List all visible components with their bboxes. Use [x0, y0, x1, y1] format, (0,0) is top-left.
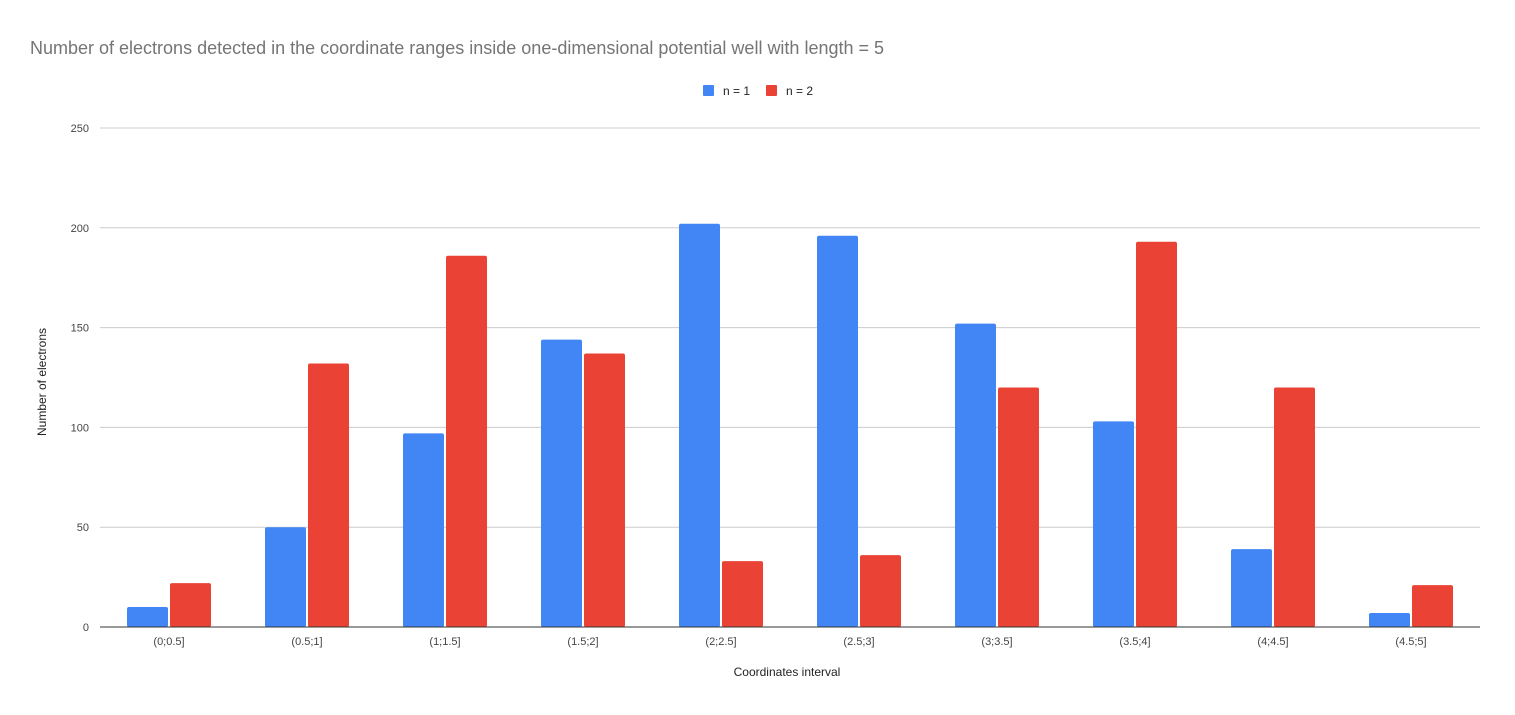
bar-n2 — [170, 583, 211, 627]
legend: n = 1 n = 2 — [703, 84, 813, 98]
bars — [127, 223, 1453, 628]
y-tick-label: 200 — [71, 223, 89, 235]
x-tick-label: (4;4.5] — [1257, 636, 1288, 648]
bar-n2 — [1274, 387, 1315, 627]
y-axis-ticks: 0 50 100 150 200 250 — [71, 123, 89, 634]
bar-n1 — [955, 323, 996, 627]
bar-n1 — [817, 235, 858, 627]
x-axis-ticks: (0;0.5] (0.5;1] (1;1.5] (1.5;2] (2;2.5] (2.5;… — [153, 636, 1426, 648]
y-tick-label: 100 — [71, 422, 89, 434]
bar-n1 — [1369, 613, 1410, 627]
y-tick-label: 50 — [77, 522, 89, 534]
chart-title: Number of electrons detected in the coor… — [30, 38, 884, 58]
y-tick-label: 250 — [71, 123, 89, 135]
legend-swatch-n2 — [766, 85, 777, 96]
bar-n1 — [1231, 549, 1272, 627]
bar-n2 — [584, 353, 625, 627]
bar-n1 — [403, 433, 444, 627]
bar-n1 — [1093, 421, 1134, 627]
x-tick-label: (3;3.5] — [981, 636, 1012, 648]
y-axis-title: Number of electrons — [35, 328, 49, 436]
bar-n2 — [860, 555, 901, 627]
x-tick-label: (0.5;1] — [291, 636, 322, 648]
x-tick-label: (3.5;4] — [1119, 636, 1150, 648]
x-axis-title: Coordinates interval — [734, 665, 841, 679]
legend-swatch-n1 — [703, 85, 714, 96]
bar-n1 — [265, 527, 306, 627]
y-tick-label: 150 — [71, 323, 89, 335]
bar-n1 — [679, 223, 720, 628]
x-tick-label: (4.5;5] — [1395, 636, 1426, 648]
y-tick-label: 0 — [83, 622, 89, 634]
bar-n1 — [127, 607, 168, 627]
x-tick-label: (1.5;2] — [567, 636, 598, 648]
gridlines — [100, 127, 1480, 528]
bar-n2 — [446, 255, 487, 627]
legend-label-n2: n = 2 — [786, 84, 813, 98]
x-tick-label: (2.5;3] — [843, 636, 874, 648]
x-tick-label: (0;0.5] — [153, 636, 184, 648]
bar-n2 — [998, 387, 1039, 627]
x-tick-label: (2;2.5] — [705, 636, 736, 648]
x-tick-label: (1;1.5] — [429, 636, 460, 648]
bar-n1 — [541, 339, 582, 627]
bar-n2 — [308, 363, 349, 627]
legend-label-n1: n = 1 — [723, 84, 750, 98]
bar-n2 — [1412, 585, 1453, 627]
bar-n2 — [1136, 241, 1177, 627]
bar-n2 — [722, 561, 763, 627]
